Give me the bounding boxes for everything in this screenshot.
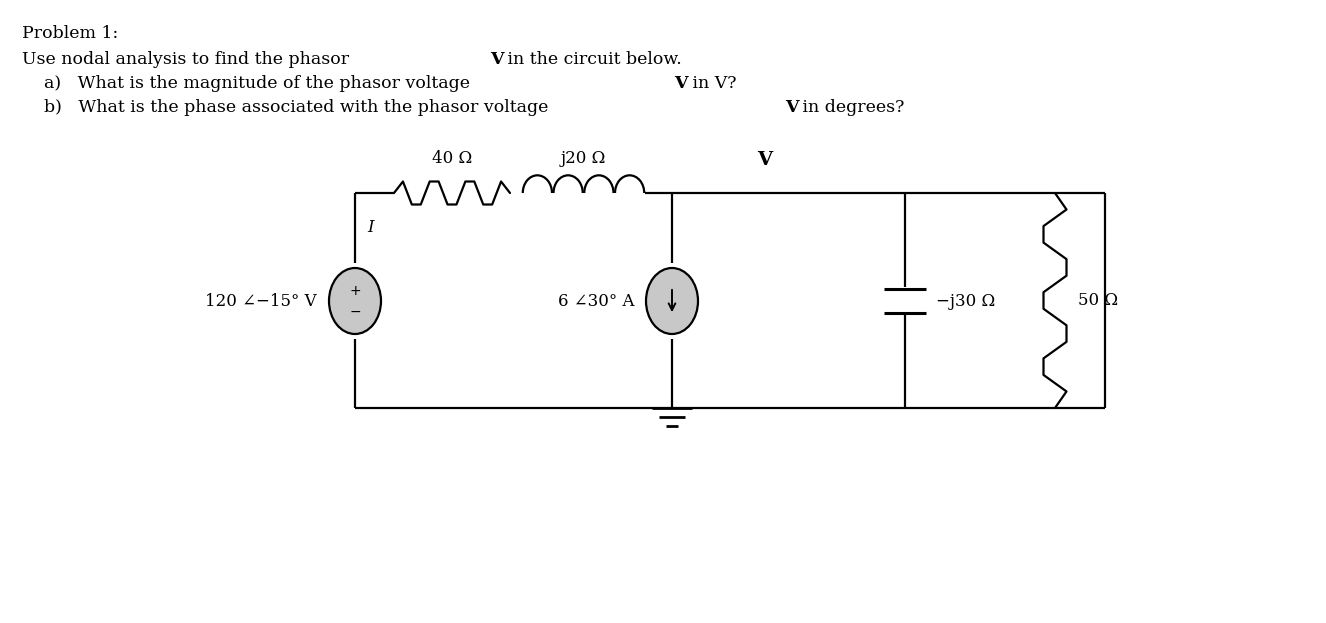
Text: V: V xyxy=(675,75,688,92)
Text: V: V xyxy=(489,51,503,68)
Text: 120 ∠−15° V: 120 ∠−15° V xyxy=(206,293,317,310)
Text: V: V xyxy=(785,99,798,116)
Text: in the circuit below.: in the circuit below. xyxy=(503,51,682,68)
Text: 6 ∠30° A: 6 ∠30° A xyxy=(557,293,634,310)
Text: in degrees?: in degrees? xyxy=(797,99,904,116)
Text: a)   What is the magnitude of the phasor voltage: a) What is the magnitude of the phasor v… xyxy=(23,75,476,92)
Ellipse shape xyxy=(329,268,381,334)
Text: b)   What is the phase associated with the phasor voltage: b) What is the phase associated with the… xyxy=(23,99,554,116)
Text: V: V xyxy=(757,151,773,169)
Text: Use nodal analysis to find the phasor: Use nodal analysis to find the phasor xyxy=(23,51,354,68)
Text: j20 Ω: j20 Ω xyxy=(561,150,606,167)
Ellipse shape xyxy=(646,268,697,334)
Text: −j30 Ω: −j30 Ω xyxy=(936,293,996,310)
Text: −: − xyxy=(349,305,361,319)
Text: in V?: in V? xyxy=(687,75,736,92)
Text: I: I xyxy=(367,219,374,236)
Text: +: + xyxy=(349,284,361,298)
Text: 50 Ω: 50 Ω xyxy=(1078,292,1119,309)
Text: Problem 1:: Problem 1: xyxy=(23,25,118,42)
Text: 40 Ω: 40 Ω xyxy=(432,150,472,167)
